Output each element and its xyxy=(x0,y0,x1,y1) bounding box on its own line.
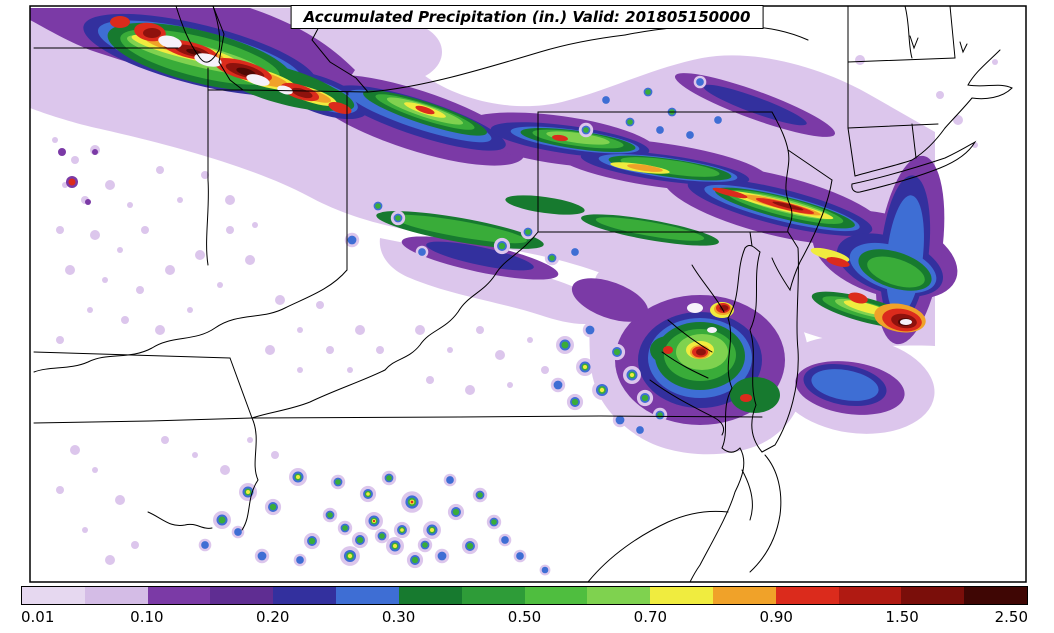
colorbar-segment xyxy=(210,587,274,604)
colorbar-tick-label: 0.20 xyxy=(256,608,290,626)
state-borders xyxy=(33,6,1013,582)
precip-field xyxy=(30,6,1013,582)
colorbar-tick-label: 1.50 xyxy=(885,608,919,626)
colorbar-segment xyxy=(775,587,839,604)
colorbar-segment xyxy=(273,587,337,604)
colorbar-tick-label: 0.90 xyxy=(759,608,793,626)
colorbar-segment xyxy=(587,587,651,604)
colorbar-tick-label: 0.30 xyxy=(381,608,416,626)
colorbar-segment xyxy=(524,587,588,604)
colorbar-segment xyxy=(838,587,902,604)
colorbar-tick-label: 0.70 xyxy=(633,608,668,626)
colorbar-segment xyxy=(147,587,211,604)
colorbar-segment xyxy=(650,587,713,604)
colorbar-tick-label: 2.50 xyxy=(994,608,1028,626)
colorbar-segment xyxy=(964,587,1027,604)
colorbar-scale xyxy=(21,586,1028,605)
colorbar-tick-label: 0.01 xyxy=(21,608,55,626)
colorbar-segment xyxy=(84,587,148,604)
precip-convective-cells xyxy=(198,75,725,576)
colorbar-tick-labels: 0.01 0.10 0.20 0.30 0.50 0.70 0.90 1.50 2.50 xyxy=(21,608,1028,630)
colorbar-segment xyxy=(461,587,525,604)
colorbar-tick-label: 0.10 xyxy=(130,608,164,626)
colorbar-tick-label: 0.50 xyxy=(507,608,542,626)
colorbar-segment xyxy=(22,587,85,604)
map-title: Accumulated Precipitation (in.) Valid: 2… xyxy=(303,8,751,26)
precip-speckles xyxy=(52,55,998,565)
colorbar-segment xyxy=(901,587,965,604)
colorbar-segment xyxy=(336,587,399,604)
colorbar-segment xyxy=(712,587,776,604)
map-title-box: Accumulated Precipitation (in.) Valid: 2… xyxy=(290,5,764,29)
colorbar-segment xyxy=(398,587,462,604)
precip-saturation-holes xyxy=(158,35,912,333)
